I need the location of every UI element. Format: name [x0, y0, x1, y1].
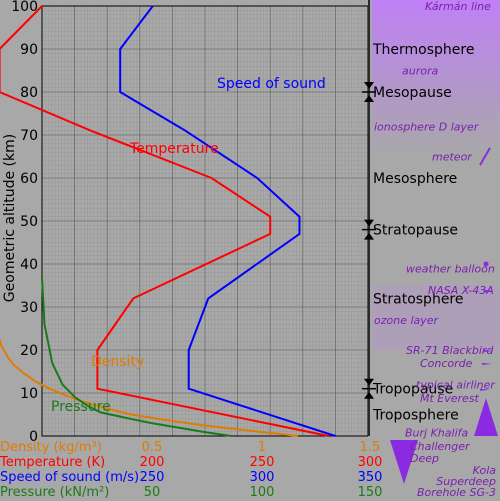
scale-tick-label: 50: [144, 485, 161, 500]
airliner-icon: [480, 388, 490, 391]
scale-tick-label: 250: [140, 470, 165, 485]
scale-tick-label: 350: [358, 470, 383, 485]
note-label: ionosphere D layer: [374, 120, 480, 133]
curve-label: Density: [91, 354, 144, 370]
scale-tick-label: 150: [358, 485, 383, 500]
x43a-icon: [484, 289, 492, 293]
sr71-icon: [484, 350, 494, 352]
series-line: [0, 5, 330, 437]
y-tick-label: 60: [20, 171, 38, 187]
note-line: Superdeep: [436, 475, 496, 488]
boundary-arrow-down: [364, 82, 374, 89]
layer-label: Stratosphere: [373, 291, 464, 307]
note-line: Challenger: [410, 440, 471, 453]
note-line: Deep: [410, 452, 439, 465]
scale-tick-label: 100: [250, 485, 275, 500]
note-label: Kola Superdeep Borehole SG-3: [417, 464, 496, 499]
scale-tick-label: 300: [250, 470, 275, 485]
scale-unit-label: Temperature (K): [0, 455, 105, 470]
y-tick-label: 80: [20, 85, 38, 101]
layer-label: Thermosphere: [372, 42, 474, 58]
curve-label: Pressure: [51, 399, 111, 415]
note-line: Kola: [473, 464, 497, 477]
y-tick-label: 30: [20, 300, 38, 316]
weather-balloon-icon: [483, 261, 489, 267]
layer-label: Mesosphere: [373, 171, 457, 187]
ozone-band: [372, 285, 500, 350]
note-label: NASA X-43A: [428, 284, 494, 297]
y-tick-label: 40: [20, 257, 38, 273]
y-tick-label: 90: [20, 42, 38, 58]
aurora-glow: [372, 0, 500, 157]
y-tick-label: 20: [20, 343, 38, 359]
note-label: Kármán line: [425, 0, 491, 13]
note-label: Mt Everest: [420, 392, 480, 405]
scale-legend: Density (kg/m³) 0.5 1 1.5 Temperature (K) 200…: [0, 440, 382, 500]
boundary-arrow-up: [364, 232, 374, 240]
meteor-icon: [479, 147, 491, 166]
y-tick-label: 70: [20, 128, 38, 144]
note-label: Challenger Deep: [410, 440, 471, 465]
concorde-icon: [482, 362, 492, 365]
note-label: Concorde: [420, 357, 473, 370]
y-ticks: 0 10 20 30 40 50 60 70 80 90 100: [11, 0, 38, 445]
note-label: aurora: [402, 65, 438, 78]
y-axis-label: Geometric altitude (km): [2, 134, 18, 302]
burj-khalifa-icon: [490, 423, 493, 436]
boundary-arrow-down: [364, 378, 374, 386]
grid: [41, 5, 369, 437]
scale-tick-label: 1: [258, 440, 266, 455]
note-label: typical airliner: [416, 378, 496, 391]
note-label: meteor: [432, 151, 473, 164]
note-label: SR-71 Blackbird: [406, 344, 494, 357]
note-label: ozone layer: [374, 314, 440, 327]
boundary-arrow-down: [364, 219, 374, 227]
trench-marker: [390, 440, 418, 484]
layer-label: Mesopause: [373, 85, 452, 101]
layer-label: Troposphere: [372, 408, 459, 424]
scale-unit-label: Density (kg/m³): [0, 440, 102, 455]
scale-unit-label: Pressure (kN/m²): [0, 485, 109, 500]
boundary-arrow-up: [364, 95, 374, 102]
y-tick-label: 100: [11, 0, 38, 15]
scale-tick-label: 1.5: [360, 440, 381, 455]
y-tick-label: 0: [29, 429, 38, 445]
layer-label: Tropopause: [372, 382, 453, 398]
scale-unit-label: Speed of sound (m/s): [0, 470, 139, 485]
scale-tick-label: 250: [250, 455, 275, 470]
right-panel: [362, 0, 500, 501]
scale-tick-label: 300: [358, 455, 383, 470]
boundary-arrow-up: [364, 391, 374, 399]
note-line: Borehole SG-3: [417, 486, 496, 499]
scale-tick-label: 200: [140, 455, 165, 470]
series-line: [119, 5, 336, 437]
layer-label: Stratopause: [373, 223, 458, 239]
curve-label: Temperature: [129, 141, 219, 157]
series-line: [0, 337, 299, 437]
y-tick-label: 10: [20, 386, 38, 402]
notes: Kármán line aurora ionosphere D layer meteo…: [374, 0, 496, 499]
y-tick-label: 50: [20, 214, 38, 230]
scale-tick-label: 0.5: [142, 440, 163, 455]
series-line: [41, 276, 232, 437]
note-label: Burj Khalifa: [405, 427, 469, 440]
curve-label: Speed of sound: [217, 76, 326, 92]
layer-labels: Thermosphere Mesopause Mesosphere Stratopau…: [372, 42, 474, 424]
note-label: weather balloon: [406, 262, 495, 275]
curves: Speed of sound Temperature Density Pressure: [0, 5, 336, 437]
